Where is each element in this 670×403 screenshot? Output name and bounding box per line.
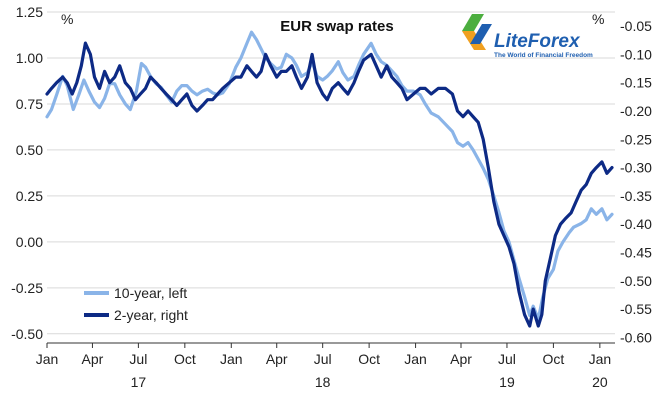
right-tick-label-9: -0.50 bbox=[620, 273, 652, 289]
right-tick-label-5: -0.30 bbox=[620, 160, 652, 176]
series-line-2-year bbox=[45, 41, 614, 328]
x-tick-label-4: Jan bbox=[220, 351, 243, 367]
right-tick-label-1: -0.10 bbox=[620, 46, 652, 62]
year-label-3: 20 bbox=[592, 374, 608, 390]
right-unit-label: % bbox=[592, 11, 604, 27]
x-tick-label-12: Jan bbox=[589, 351, 612, 367]
x-tick-label-9: Apr bbox=[450, 351, 472, 367]
left-tick-label-0: 1.25 bbox=[16, 4, 43, 20]
x-tick-label-0: Jan bbox=[36, 351, 59, 367]
right-tick-label-8: -0.45 bbox=[620, 244, 652, 260]
year-label-0: 17 bbox=[131, 374, 147, 390]
right-tick-label-2: -0.15 bbox=[620, 75, 652, 91]
right-y-axis-ticks: -0.05 -0.10 -0.15 -0.20 -0.25 -0.30 -0.35 -0.40… bbox=[620, 18, 652, 345]
right-tick-label-0: -0.05 bbox=[620, 18, 652, 34]
left-tick-label-7: -0.50 bbox=[11, 326, 43, 342]
x-tick-label-6: Jul bbox=[314, 351, 332, 367]
left-tick-label-2: 0.75 bbox=[16, 96, 43, 112]
year-label-2: 19 bbox=[499, 374, 515, 390]
x-tick-label-3: Oct bbox=[174, 351, 196, 367]
left-unit-label: % bbox=[61, 11, 73, 27]
liteforex-logo-icon bbox=[462, 14, 492, 50]
left-tick-label-5: 0.00 bbox=[16, 234, 43, 250]
right-tick-label-11: -0.60 bbox=[620, 329, 652, 345]
left-tick-label-6: -0.25 bbox=[11, 280, 43, 296]
x-tick-label-7: Oct bbox=[358, 351, 380, 367]
left-y-axis-ticks: 1.25 1.00 0.75 0.50 0.25 0.00 -0.25 -0.50 bbox=[11, 4, 43, 342]
liteforex-watermark: LiteForex The World of Financial Freedom bbox=[462, 14, 593, 59]
x-tick-label-8: Jan bbox=[404, 351, 427, 367]
x-tick-label-5: Apr bbox=[266, 351, 288, 367]
left-tick-label-1: 1.00 bbox=[16, 50, 43, 66]
x-tick-label-2: Jul bbox=[129, 351, 147, 367]
gridlines bbox=[47, 11, 615, 335]
legend-label-2-year: 2-year, right bbox=[114, 307, 188, 323]
chart-title: EUR swap rates bbox=[280, 18, 393, 35]
left-tick-label-3: 0.50 bbox=[16, 142, 43, 158]
liteforex-tagline: The World of Financial Freedom bbox=[494, 52, 593, 59]
right-tick-label-7: -0.40 bbox=[620, 216, 652, 232]
right-tick-label-3: -0.20 bbox=[620, 103, 652, 119]
x-tick-label-1: Apr bbox=[82, 351, 104, 367]
right-tick-label-6: -0.35 bbox=[620, 188, 652, 204]
year-labels: 17 18 19 20 bbox=[131, 374, 608, 390]
x-tick-label-11: Oct bbox=[543, 351, 565, 367]
left-tick-label-4: 0.25 bbox=[16, 188, 43, 204]
x-tick-label-10: Jul bbox=[498, 351, 516, 367]
legend-label-10-year: 10-year, left bbox=[114, 285, 187, 301]
x-axis-ticks: Jan Apr Jul Oct Jan Apr Jul Oct Jan Apr Jul Oct Jan bbox=[36, 343, 611, 367]
right-tick-label-4: -0.25 bbox=[620, 131, 652, 147]
series-lines bbox=[45, 30, 614, 328]
liteforex-brand-name: LiteForex bbox=[494, 31, 581, 52]
year-label-1: 18 bbox=[315, 374, 331, 390]
right-tick-label-10: -0.55 bbox=[620, 301, 652, 317]
legend: 10-year, left 2-year, right bbox=[84, 285, 188, 323]
series-line-10-year bbox=[45, 30, 614, 321]
